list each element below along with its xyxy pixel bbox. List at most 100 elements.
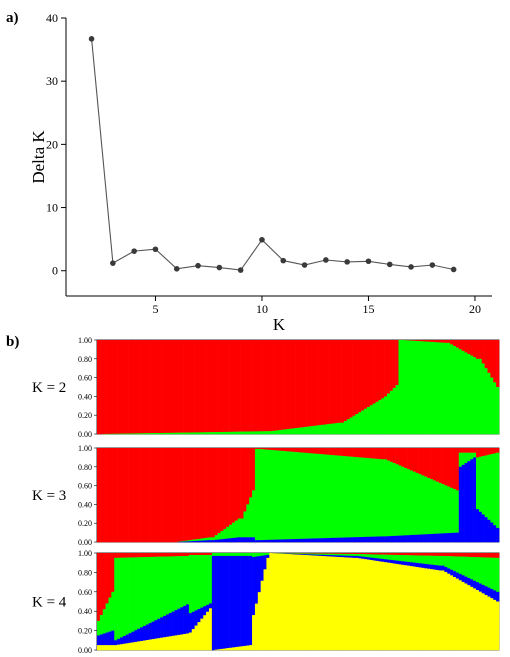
admixture-bar-red <box>355 340 359 415</box>
admixture-bar-blue <box>404 535 408 543</box>
admixture-bar-blue <box>404 561 408 566</box>
admixture-bar-green <box>375 554 379 559</box>
admixture-bar-red <box>220 340 224 433</box>
admixture-bar-green <box>243 431 247 435</box>
admixture-bar-red <box>444 448 448 486</box>
admixture-bar-red <box>171 553 175 557</box>
admixture-bar-red <box>352 553 356 555</box>
admixture-bar-yellow <box>427 568 431 651</box>
admixture-bar-red <box>412 553 417 556</box>
admixture-bar-red <box>395 340 399 386</box>
admixture-bar-green <box>140 433 144 435</box>
bar-y-tick-label: 0.60 <box>78 588 92 597</box>
admixture-bar-red <box>122 448 127 543</box>
admixture-bar-red <box>283 448 287 452</box>
admixture-bar-blue <box>389 536 394 543</box>
admixture-bar-red <box>398 553 402 556</box>
admixture-bar-red <box>418 448 422 475</box>
admixture-bar-red <box>151 340 155 434</box>
admixture-bar-red <box>384 448 388 460</box>
admixture-bar-green <box>315 453 319 539</box>
admixture-bar-blue <box>441 565 445 571</box>
admixture-bar-blue <box>387 536 391 543</box>
admixture-bar-red <box>470 553 474 558</box>
admixture-bar-green <box>378 400 382 435</box>
admixture-bar-blue <box>306 554 310 556</box>
admixture-bar-green <box>163 556 167 617</box>
admixture-bar-yellow <box>398 564 402 651</box>
admixture-bar-green <box>203 554 207 607</box>
bar-y-tick-label: 0.60 <box>78 374 92 383</box>
admixture-bar-red <box>183 553 187 557</box>
admixture-bar-red <box>119 448 124 543</box>
admixture-bar-blue <box>108 631 112 646</box>
admixture-bar-green <box>300 553 305 555</box>
admixture-bar-blue <box>183 605 187 635</box>
admixture-bar-blue <box>200 607 204 619</box>
admixture-bar-blue <box>427 564 431 569</box>
admixture-bar-blue <box>478 511 483 543</box>
admixture-bar-red <box>484 340 488 369</box>
admixture-bar-blue <box>364 536 368 543</box>
admixture-bar-blue <box>191 611 195 630</box>
admixture-bar-green <box>364 457 368 538</box>
admixture-bar-red <box>441 448 445 485</box>
admixture-bar-red <box>272 448 276 451</box>
admixture-bar-blue <box>309 538 313 543</box>
admixture-bar-red <box>329 448 333 456</box>
admixture-bar-red <box>343 553 348 555</box>
admixture-bar-green <box>174 432 178 435</box>
admixture-bar-green <box>323 424 328 435</box>
admixture-bar-green <box>231 522 236 539</box>
admixture-bar-green <box>412 555 417 563</box>
admixture-bar-blue <box>484 586 488 596</box>
admixture-bar-red <box>163 448 167 543</box>
admixture-bar-red <box>177 340 181 433</box>
admixture-bar-yellow <box>260 580 264 651</box>
admixture-bar-red <box>134 553 138 558</box>
admixture-bar-blue <box>372 536 376 543</box>
admixture-bar-red <box>186 340 190 433</box>
admixture-bar-green <box>464 352 468 435</box>
admixture-bar-green <box>119 433 124 435</box>
admixture-bar-red <box>102 340 106 435</box>
admixture-bar-red <box>206 340 210 433</box>
admixture-bar-red <box>154 553 158 557</box>
admixture-bar-blue <box>412 562 417 567</box>
admixture-bar-blue <box>214 555 218 650</box>
admixture-bar-red <box>243 448 247 512</box>
admixture-bar-blue <box>421 563 425 569</box>
admixture-bar-red <box>203 553 207 556</box>
admixture-bar-yellow <box>122 643 127 651</box>
admixture-bar-red <box>375 448 379 459</box>
admixture-bar-blue <box>203 606 207 616</box>
admixture-bar-green <box>355 553 359 557</box>
admixture-bar-blue <box>415 562 419 568</box>
admixture-bar-red <box>272 340 276 432</box>
admixture-bar-green <box>249 431 253 435</box>
admixture-bar-red <box>329 553 333 554</box>
admixture-bar-green <box>108 597 112 632</box>
admixture-bar-blue <box>303 554 307 556</box>
admixture-bar-green <box>295 428 299 435</box>
admixture-bar-green <box>355 413 359 435</box>
admixture-bar-green <box>206 537 210 541</box>
admixture-bar-green <box>231 431 236 435</box>
admixture-bar-red <box>246 340 250 432</box>
admixture-bar-red <box>183 340 187 433</box>
admixture-bar-green <box>470 355 474 435</box>
y-tick-label: 30 <box>46 74 58 88</box>
admixture-bar-red <box>211 340 216 433</box>
admixture-bar-green <box>318 553 322 555</box>
admixture-bar-yellow <box>237 646 241 651</box>
admixture-bar-blue <box>409 535 414 543</box>
admixture-bar-green <box>137 433 141 435</box>
admixture-bar-blue <box>260 540 264 543</box>
admixture-bar-blue <box>237 555 241 647</box>
admixture-bar-blue <box>435 533 439 543</box>
admixture-bar-blue <box>384 536 388 543</box>
admixture-bar-green <box>384 396 388 435</box>
admixture-bar-red <box>163 553 167 557</box>
admixture-bar-green <box>174 556 178 611</box>
admixture-bar-yellow <box>438 570 442 651</box>
